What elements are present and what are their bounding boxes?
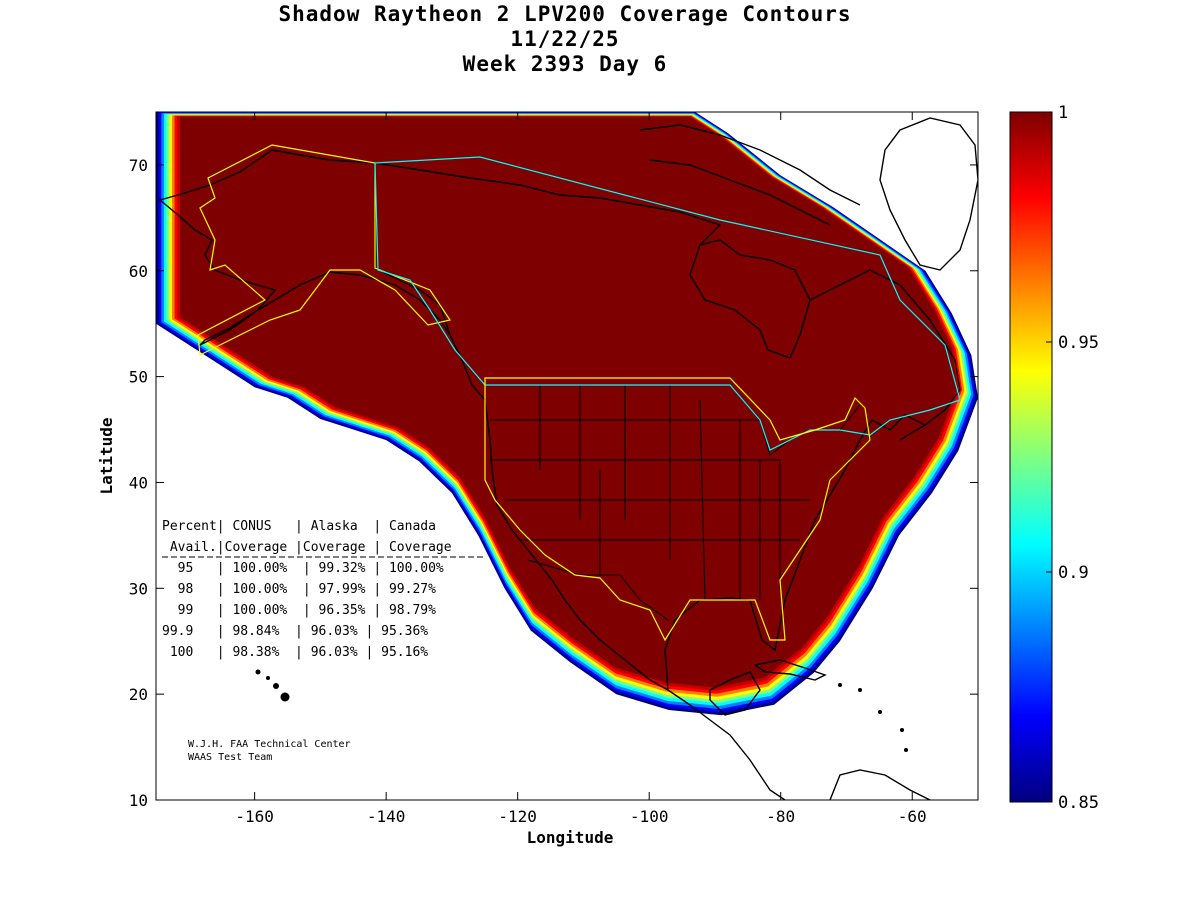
x-tick-label: -160 <box>235 807 274 826</box>
plot-content <box>156 112 978 800</box>
island-hawaii-4 <box>280 692 290 702</box>
y-tick-label: 30 <box>129 579 148 598</box>
table-row: 95 | 100.00% | 99.32% | 100.00% <box>162 561 444 576</box>
x-tick-label: -80 <box>766 807 795 826</box>
us-mexico-border <box>527 559 669 621</box>
colorbar <box>1009 111 1053 803</box>
x-tick-label: -60 <box>898 807 927 826</box>
service-area-conus-outline <box>484 377 871 642</box>
colorbar-ticks: 1 0.95 0.9 0.85 <box>1046 103 1099 813</box>
coastline-gulf-east <box>664 414 926 691</box>
coastline-hudson-bay <box>699 239 811 301</box>
coastline-yucatan <box>709 671 761 716</box>
table-row: 98 | 100.00% | 97.99% | 99.27% <box>162 582 436 597</box>
y-axis-label: Latitude <box>97 417 116 494</box>
table-row: 100 | 98.38% | 96.03% | 95.16% <box>162 645 428 660</box>
coastline-west-us <box>449 334 786 800</box>
x-tick-label: -120 <box>498 807 537 826</box>
colorbar-tick-label: 1 <box>1058 103 1068 123</box>
y-axis-ticks: 10 20 30 40 50 60 70 <box>129 156 978 810</box>
credit-line-2: WAAS Test Team <box>188 752 272 763</box>
service-area-outlines <box>197 144 961 642</box>
coastline-south-america <box>829 769 931 800</box>
coastline-canada-north <box>374 162 961 441</box>
y-tick-label: 40 <box>129 473 148 492</box>
island-hawaii-2 <box>266 676 270 680</box>
y-tick-label: 60 <box>129 262 148 281</box>
island-hawaii-3 <box>273 683 279 689</box>
island-caribbean-2 <box>858 688 862 692</box>
island-hawaii-1 <box>255 669 261 675</box>
credits: W.J.H. FAA Technical Center WAAS Test Te… <box>188 739 351 763</box>
x-axis-label: Longitude <box>527 828 614 847</box>
coastline-cuba <box>753 659 827 681</box>
table-header-2: Avail.|Coverage |Coverage | Coverage <box>162 540 452 555</box>
state-lines <box>490 385 810 601</box>
island-caribbean-5 <box>904 748 908 752</box>
coverage-stats-table: Percent| CONUS | Alaska | Canada Avail.|… <box>162 519 485 660</box>
chart-title-line-3: Week 2393 Day 6 <box>462 52 668 76</box>
chart-title-line-2: 11/22/25 <box>510 27 620 51</box>
y-tick-label: 70 <box>129 156 148 175</box>
island-caribbean-1 <box>838 683 842 687</box>
island-caribbean-4 <box>900 728 904 732</box>
x-axis-ticks: -160 -140 -120 -100 -80 -60 <box>235 112 927 826</box>
chart-title-line-1: Shadow Raytheon 2 LPV200 Coverage Contou… <box>278 2 852 26</box>
credit-line-1: W.J.H. FAA Technical Center <box>188 739 351 750</box>
colorbar-tick-label: 0.95 <box>1058 333 1099 353</box>
table-row: 99 | 100.00% | 96.35% | 98.79% <box>162 603 436 618</box>
coastline-arctic-islands <box>639 124 861 226</box>
x-tick-label: -100 <box>630 807 669 826</box>
island-caribbean-3 <box>878 710 882 714</box>
coastline-greenland <box>879 117 978 271</box>
coastline-alaska <box>158 149 451 346</box>
table-header-1: Percent| CONUS | Alaska | Canada <box>162 519 436 534</box>
y-tick-label: 20 <box>129 685 148 704</box>
coastlines <box>158 117 978 800</box>
table-row: 99.9 | 98.84% | 96.03% | 95.36% <box>162 624 428 639</box>
colorbar-tick-label: 0.85 <box>1058 793 1099 813</box>
islands <box>255 669 908 752</box>
plot-frame <box>155 111 979 801</box>
colorbar-tick-label: 0.9 <box>1058 563 1089 583</box>
y-tick-label: 10 <box>129 791 148 810</box>
x-tick-label: -140 <box>367 807 406 826</box>
service-area-canada-outline <box>374 156 961 451</box>
y-tick-label: 50 <box>129 368 148 387</box>
